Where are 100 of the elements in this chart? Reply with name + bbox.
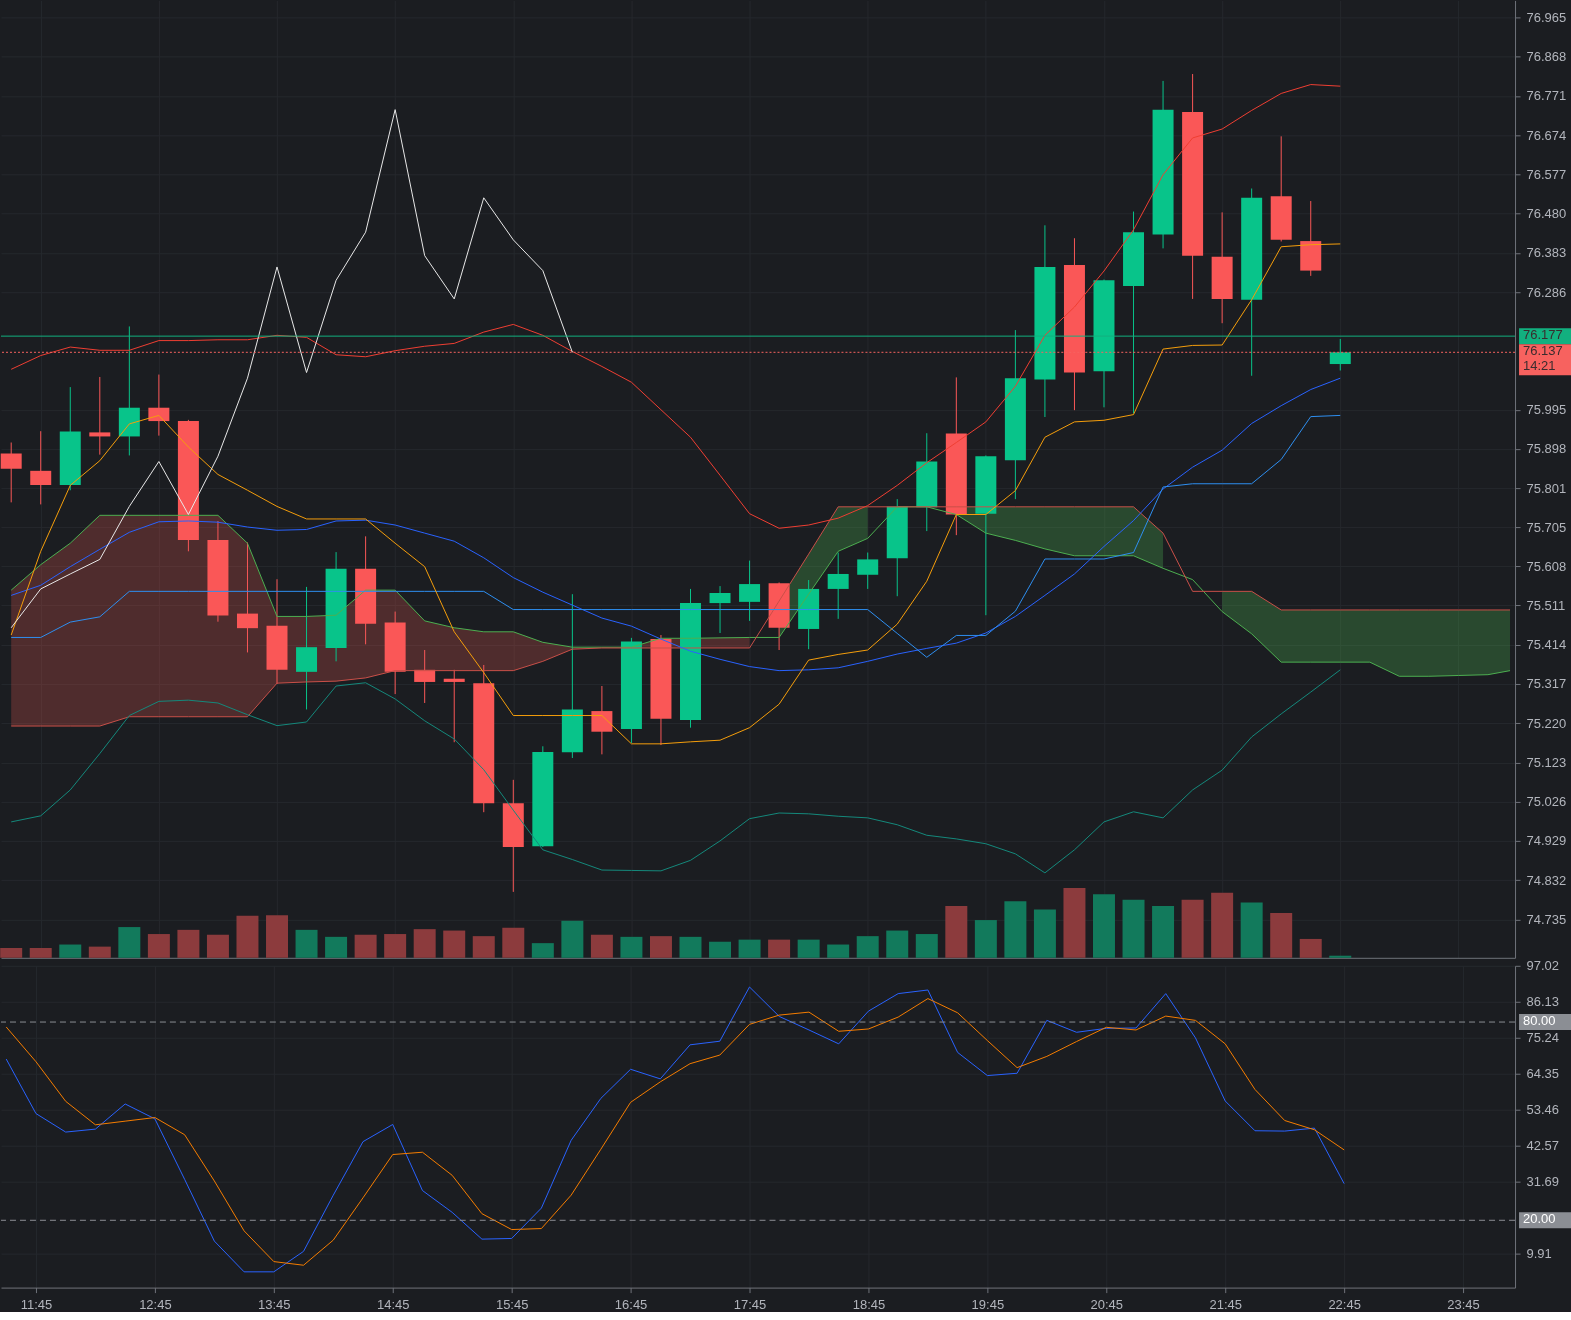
y-tick-label: 75.414 xyxy=(1526,637,1567,653)
bar xyxy=(1004,901,1027,958)
y-tick-label: 75.220 xyxy=(1526,715,1567,731)
y-tick-label: 76.577 xyxy=(1526,166,1567,182)
bar xyxy=(974,920,997,958)
bar xyxy=(295,929,318,958)
line-series xyxy=(10,506,1511,677)
bar xyxy=(679,936,702,958)
y-tick-label: 97.02 xyxy=(1526,958,1560,974)
bar xyxy=(620,936,643,958)
candlestick xyxy=(827,552,849,620)
candlestick xyxy=(1329,338,1351,372)
ref-line-label: 76.177 xyxy=(1523,327,1563,343)
x-tick-label: 20:45 xyxy=(1090,1297,1124,1313)
bar xyxy=(502,927,525,958)
bar xyxy=(531,943,554,958)
x-tick-label: 11:45 xyxy=(20,1297,53,1313)
y-tick-label: 75.24 xyxy=(1526,1030,1560,1046)
y-tick-label: 75.898 xyxy=(1526,441,1567,457)
bar xyxy=(177,929,200,958)
bar xyxy=(0,948,23,958)
bar xyxy=(590,934,613,958)
y-tick-label: 53.46 xyxy=(1526,1102,1560,1118)
bar xyxy=(354,934,377,958)
bar xyxy=(1152,906,1175,958)
line-series xyxy=(10,84,1341,529)
bar xyxy=(1211,892,1234,958)
bar xyxy=(1063,887,1086,958)
bar xyxy=(443,930,466,958)
bar xyxy=(1240,902,1263,958)
bar xyxy=(561,920,584,958)
candlestick xyxy=(739,560,761,622)
x-tick-label: 18:45 xyxy=(852,1297,886,1313)
ref-line-label: 76.137 14:21 xyxy=(1523,343,1563,374)
line-series xyxy=(10,377,1341,672)
line-series xyxy=(10,414,1341,658)
x-tick-label: 17:45 xyxy=(733,1297,767,1313)
y-tick-label: 74.929 xyxy=(1526,833,1567,849)
bar xyxy=(827,944,850,958)
x-tick-label: 19:45 xyxy=(971,1297,1005,1313)
candlestick xyxy=(0,442,22,503)
bar xyxy=(1033,909,1056,958)
y-tick-label: 42.57 xyxy=(1526,1138,1560,1154)
x-tick-label: 15:45 xyxy=(495,1297,529,1313)
bar xyxy=(266,915,288,958)
bar xyxy=(1122,899,1145,958)
y-tick-label: 31.69 xyxy=(1526,1174,1560,1190)
x-tick-label: 23:45 xyxy=(1447,1297,1480,1313)
line-series xyxy=(10,243,1341,745)
candlestick xyxy=(857,552,879,590)
bar xyxy=(29,948,52,958)
candlestick xyxy=(709,585,731,634)
bar xyxy=(945,906,968,958)
x-tick-label: 13:45 xyxy=(258,1297,291,1313)
candlestick xyxy=(443,669,465,743)
bar xyxy=(147,934,170,958)
y-tick-label: 9.91 xyxy=(1526,1246,1552,1262)
bar xyxy=(1181,899,1204,958)
y-tick-label: 75.317 xyxy=(1526,676,1567,692)
bar xyxy=(1093,894,1115,958)
bar xyxy=(768,939,791,958)
bar xyxy=(88,946,111,958)
candlestick xyxy=(414,649,436,704)
x-tick-label: 22:45 xyxy=(1328,1297,1361,1313)
y-tick-label: 75.705 xyxy=(1526,519,1567,535)
y-tick-label: 76.383 xyxy=(1526,245,1567,261)
bar xyxy=(1270,913,1293,958)
y-tick-label: 75.995 xyxy=(1526,402,1567,418)
bar xyxy=(413,929,436,958)
y-tick-label: 75.026 xyxy=(1526,794,1567,810)
y-tick-label: 64.35 xyxy=(1526,1066,1560,1082)
bar xyxy=(915,934,938,958)
ref-line-label: 80.00 xyxy=(1523,1013,1556,1029)
y-tick-label: 75.608 xyxy=(1526,558,1567,574)
bar xyxy=(472,936,495,958)
y-tick-label: 75.123 xyxy=(1526,754,1567,770)
y-tick-label: 76.480 xyxy=(1526,206,1567,222)
bar xyxy=(59,944,82,958)
x-tick-label: 16:45 xyxy=(614,1297,648,1313)
y-tick-label: 75.511 xyxy=(1526,598,1566,614)
bar xyxy=(1329,955,1352,958)
bar xyxy=(236,915,259,958)
bar xyxy=(856,936,879,958)
candlestick xyxy=(30,430,52,505)
x-tick-label: 14:45 xyxy=(376,1297,410,1313)
x-tick-label: 21:45 xyxy=(1209,1297,1242,1313)
y-tick-label: 76.771 xyxy=(1526,88,1567,104)
y-tick-label: 76.286 xyxy=(1526,284,1567,300)
candlestick xyxy=(591,685,613,755)
y-tick-label: 76.965 xyxy=(1526,9,1567,25)
bar xyxy=(384,934,407,958)
line-series xyxy=(10,109,573,629)
bar xyxy=(649,936,672,958)
y-tick-label: 75.801 xyxy=(1526,480,1567,496)
y-tick-label: 86.13 xyxy=(1526,994,1560,1010)
bar xyxy=(797,939,820,958)
bar xyxy=(325,936,348,958)
bar xyxy=(886,930,909,958)
y-tick-label: 74.735 xyxy=(1526,911,1567,927)
line-series xyxy=(10,669,1341,874)
